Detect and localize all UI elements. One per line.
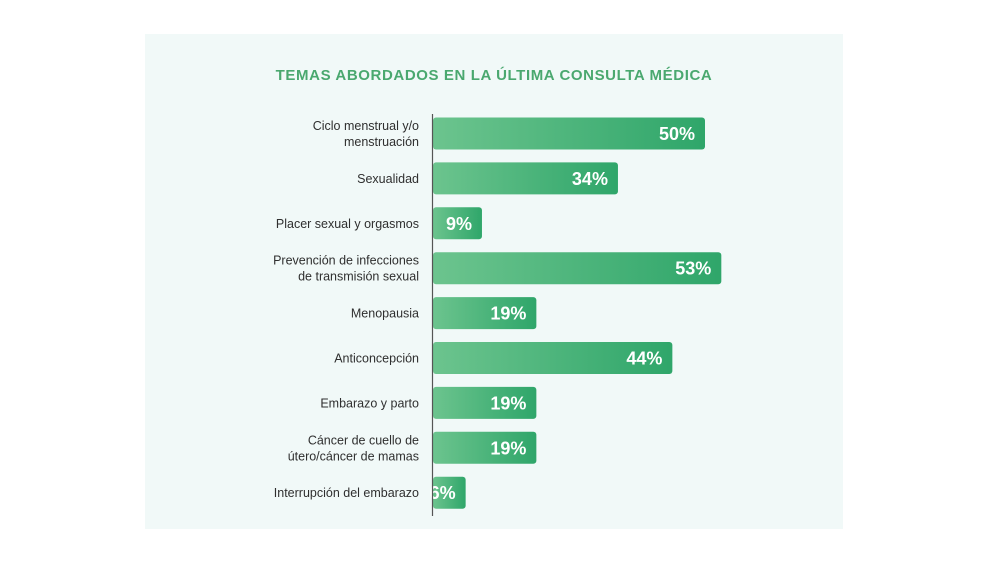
bars-layer: 50% Ciclo menstrual y/o menstruación 34% Sex… bbox=[273, 117, 722, 509]
bar-value-label: 53% bbox=[675, 259, 711, 279]
bar-value-label: 44% bbox=[626, 349, 662, 369]
bar-value-label: 19% bbox=[490, 304, 526, 324]
bar bbox=[433, 252, 722, 285]
bar bbox=[433, 342, 673, 374]
bar-value-label: 34% bbox=[572, 169, 608, 189]
bar-value-label: 50% bbox=[659, 124, 695, 144]
bar-chart: 50% Ciclo menstrual y/o menstruación 34% Sex… bbox=[273, 114, 722, 516]
bar-value-label: 19% bbox=[490, 393, 526, 413]
category-label: Interrupción del embarazo bbox=[274, 486, 419, 500]
category-label: Anticoncepción bbox=[334, 352, 419, 366]
bar-value-label: 19% bbox=[490, 438, 526, 458]
bar bbox=[433, 386, 537, 419]
category-label: Menopausia bbox=[351, 307, 419, 321]
bar-value-label: 6% bbox=[430, 483, 456, 503]
bar bbox=[433, 476, 466, 509]
bar bbox=[433, 207, 482, 240]
category-label: Embarazo y parto bbox=[320, 396, 419, 410]
bar bbox=[433, 297, 537, 330]
category-label: Sexualidad bbox=[357, 172, 419, 186]
chart-card: TEMAS ABORDADOS EN LA ÚLTIMA CONSULTA MÉ… bbox=[145, 34, 843, 529]
category-label: Placer sexual y orgasmos bbox=[276, 217, 419, 231]
category-label: Prevención de infecciones de transmisión … bbox=[273, 254, 419, 284]
bar bbox=[433, 162, 618, 195]
category-label: Cáncer de cuello de útero/cáncer de mamas bbox=[288, 433, 419, 463]
chart-title: TEMAS ABORDADOS EN LA ÚLTIMA CONSULTA MÉ… bbox=[275, 67, 713, 84]
category-label: Ciclo menstrual y/o menstruación bbox=[313, 119, 419, 149]
bar-value-label: 9% bbox=[446, 214, 472, 234]
bar bbox=[433, 431, 537, 464]
bar bbox=[433, 117, 705, 150]
